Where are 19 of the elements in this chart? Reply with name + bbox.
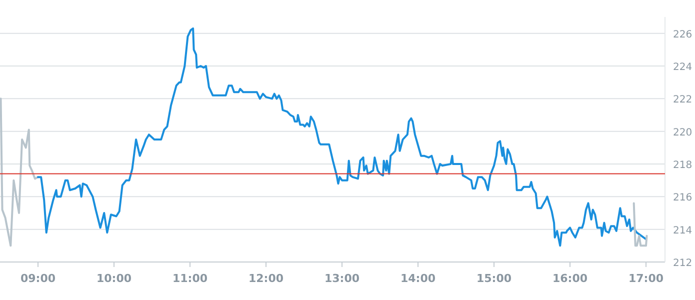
line-series: [37, 27, 647, 247]
x-tick-label: 12:00: [248, 272, 284, 285]
y-tick-label: 214: [673, 225, 692, 236]
y-tick-label: 220: [673, 127, 692, 138]
x-tick-label: 11:00: [172, 272, 208, 285]
y-tick-label: 218: [673, 160, 692, 171]
x-tick-label: 16:00: [552, 272, 588, 285]
x-tick-label: 14:00: [400, 272, 436, 285]
x-tick-label: 15:00: [476, 272, 512, 285]
y-tick-label: 212: [673, 258, 692, 269]
x-tick-label: 09:00: [20, 272, 56, 285]
y-tick-label: 216: [673, 192, 692, 204]
x-tick-label: 13:00: [324, 272, 360, 285]
x-tick-label: 17:00: [628, 272, 664, 285]
y-tick-label: 226: [673, 29, 692, 40]
line-series: [0, 98, 39, 247]
y-tick-label: 222: [673, 94, 692, 106]
y-tick-label: 224: [673, 62, 692, 73]
x-tick-label: 10:00: [96, 272, 132, 285]
